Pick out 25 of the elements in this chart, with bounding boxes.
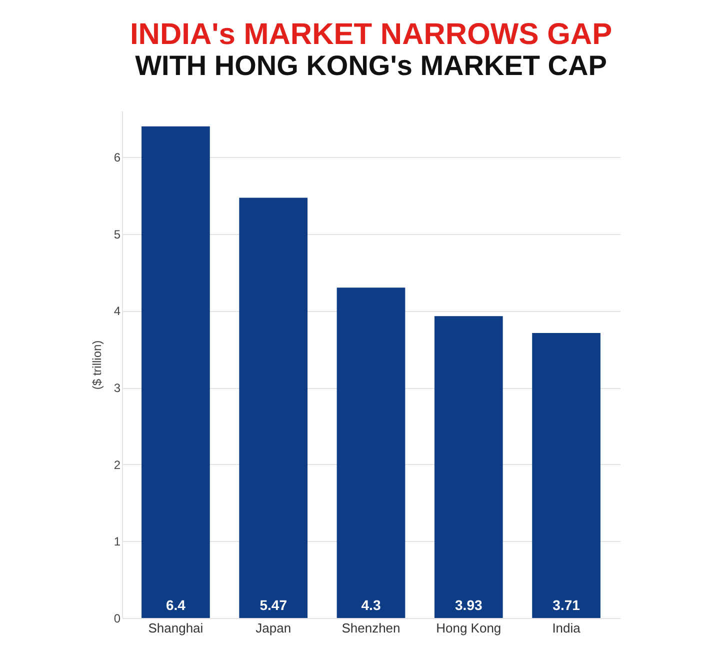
chart-title: INDIA's MARKET NARROWS GAP — [130, 18, 612, 51]
bar — [532, 333, 600, 618]
data-label: 5.47 — [260, 597, 288, 613]
data-label: 3.71 — [552, 597, 580, 613]
data-label: 6.4 — [166, 597, 186, 613]
bar — [239, 198, 308, 618]
chart-subtitle: WITH HONG KONG's MARKET CAP — [135, 50, 607, 81]
x-tick-label: Shenzhen — [342, 620, 400, 636]
y-tick-label: 4 — [114, 304, 121, 318]
y-axis-title: ($ trillion) — [90, 340, 104, 390]
bar — [336, 288, 406, 618]
bar — [142, 126, 210, 618]
data-label: 4.3 — [361, 597, 381, 613]
y-tick-label: 3 — [114, 381, 121, 396]
y-tick-label: 1 — [114, 534, 121, 549]
x-tick-label: Hong Kong — [436, 620, 502, 636]
x-tick-label: India — [552, 620, 582, 636]
y-tick-label: 2 — [114, 458, 121, 472]
bar — [434, 316, 503, 618]
data-label: 3.93 — [455, 597, 482, 613]
x-tick-label: Shanghai — [148, 620, 204, 636]
y-tick-label: 5 — [114, 227, 121, 242]
x-tick-label: Japan — [256, 620, 292, 636]
y-tick-label: 0 — [114, 612, 121, 626]
y-tick-label: 6 — [114, 150, 121, 165]
